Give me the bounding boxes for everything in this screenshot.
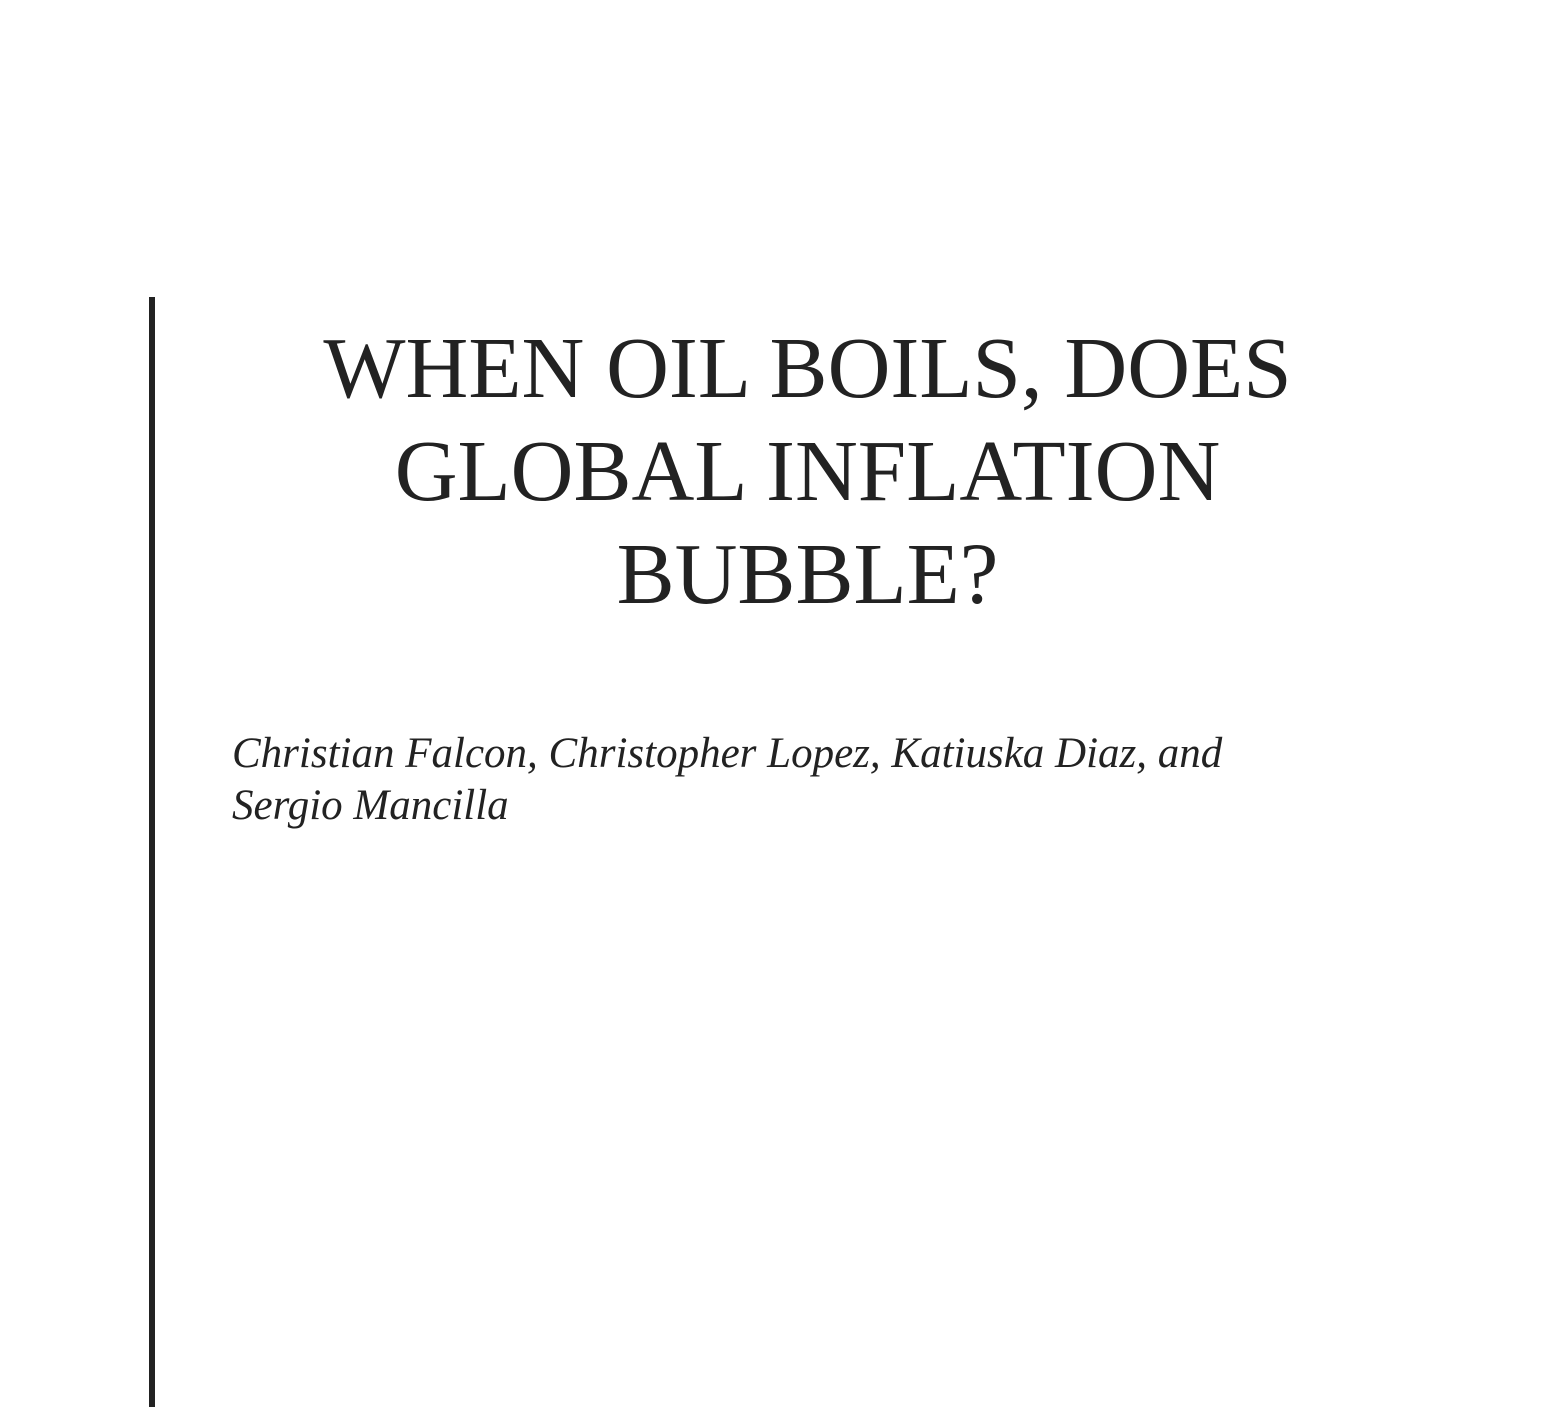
title-line-3: BUBBLE?: [616, 525, 999, 622]
left-vertical-rule: [149, 297, 155, 1407]
author-line-1: Christian Falcon, Christopher Lopez, Kat…: [232, 730, 1223, 777]
title-line-1: WHEN OIL BOILS, DOES: [323, 319, 1292, 416]
author-line-2: Sergio Mancilla: [232, 782, 509, 829]
title-line-2: GLOBAL INFLATION: [394, 422, 1221, 519]
paper-title: WHEN OIL BOILS, DOES GLOBAL INFLATION BU…: [195, 316, 1420, 625]
author-list: Christian Falcon, Christopher Lopez, Kat…: [232, 728, 1412, 832]
